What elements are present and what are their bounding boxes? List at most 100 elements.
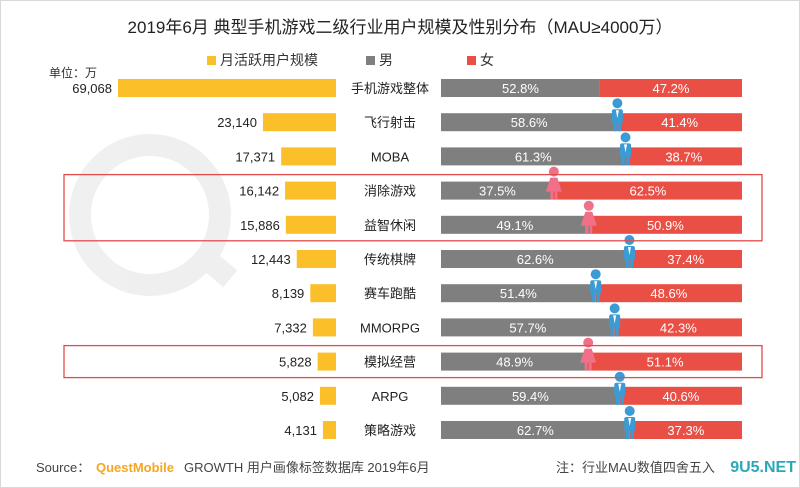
mau-bar-1 bbox=[262, 113, 336, 132]
male-person-icon-5 bbox=[623, 235, 635, 268]
footnote: 注：行业MAU数值四舍五入 bbox=[556, 460, 715, 475]
female-bar-6 bbox=[595, 284, 742, 303]
female-pct-label-0: 47.2% bbox=[653, 81, 690, 96]
category-label-0: 手机游戏整体 bbox=[351, 81, 429, 96]
category-label-1: 飞行射击 bbox=[364, 115, 416, 130]
female-pct-label-6: 48.6% bbox=[650, 286, 687, 301]
highlight-boxes bbox=[63, 173, 763, 379]
mau-bar-5 bbox=[296, 250, 336, 268]
female-pct-label-3: 62.5% bbox=[630, 184, 667, 199]
female-bar-7 bbox=[614, 318, 742, 337]
male-bar-1 bbox=[441, 113, 618, 132]
male-pct-label-10: 62.7% bbox=[517, 423, 554, 438]
male-person-icon-1 bbox=[611, 98, 623, 132]
legend-swatch-0 bbox=[207, 56, 216, 65]
mau-label-10: 4,131 bbox=[284, 423, 317, 438]
female-bar-8 bbox=[588, 352, 742, 371]
mau-bar-9 bbox=[319, 386, 336, 405]
source-prefix: Source： bbox=[36, 460, 90, 475]
mau-bar-10 bbox=[322, 421, 336, 439]
male-person-icon-2 bbox=[620, 132, 632, 166]
category-label-9: ARPG bbox=[372, 389, 409, 404]
mau-bar-7 bbox=[312, 318, 336, 337]
mau-label-8: 5,828 bbox=[279, 355, 312, 370]
highlight-box-1 bbox=[63, 344, 763, 379]
male-pct-label-3: 37.5% bbox=[479, 184, 516, 199]
mau-bar-6 bbox=[310, 284, 336, 303]
female-bar-3 bbox=[553, 181, 742, 200]
male-pct-label-0: 52.8% bbox=[502, 81, 539, 96]
watermark-logo bbox=[69, 134, 238, 296]
male-bar-2 bbox=[441, 147, 626, 166]
male-bar-6 bbox=[441, 284, 596, 303]
chart-title: 2019年6月 典型手机游戏二级行业用户规模及性别分布（MAU≥4000万） bbox=[128, 18, 673, 37]
male-pct-label-5: 62.6% bbox=[517, 252, 554, 267]
female-bar-0 bbox=[599, 79, 742, 97]
category-label-5: 传统棋牌 bbox=[364, 252, 416, 267]
highlight-box-0 bbox=[63, 173, 763, 242]
male-pct-label-7: 57.7% bbox=[509, 320, 546, 335]
legend-swatch-2 bbox=[467, 56, 476, 65]
male-bar-0 bbox=[441, 79, 600, 97]
female-pct-label-2: 38.7% bbox=[665, 149, 702, 164]
male-person-icon-7 bbox=[609, 303, 621, 337]
male-person-icon-10 bbox=[624, 406, 636, 439]
mau-label-1: 23,140 bbox=[217, 115, 257, 130]
row-1: 23,140 飞行射击 58.6% 41.4% bbox=[217, 98, 742, 132]
female-pct-label-1: 41.4% bbox=[661, 115, 698, 130]
female-bar-2 bbox=[625, 147, 742, 166]
male-pct-label-8: 48.9% bbox=[496, 355, 533, 370]
row-5: 12,443 传统棋牌 62.6% 37.4% bbox=[251, 235, 742, 268]
mau-label-4: 15,886 bbox=[240, 218, 280, 233]
male-pct-label-1: 58.6% bbox=[511, 115, 548, 130]
male-person-icon-6 bbox=[590, 269, 602, 303]
row-9: 5,082 ARPG 59.4% 40.6% bbox=[281, 371, 742, 405]
mau-bar-3 bbox=[285, 181, 336, 200]
male-bar-3 bbox=[441, 181, 554, 200]
male-bar-5 bbox=[441, 250, 630, 268]
mau-bar-4 bbox=[285, 215, 336, 234]
female-pct-label-8: 51.1% bbox=[647, 355, 684, 370]
female-bar-10 bbox=[629, 421, 742, 439]
mau-label-5: 12,443 bbox=[251, 252, 291, 267]
mau-bar-0 bbox=[118, 79, 336, 97]
mau-bar-2 bbox=[281, 147, 336, 166]
legend-swatch-1 bbox=[366, 56, 375, 65]
female-pct-label-4: 50.9% bbox=[647, 218, 684, 233]
row-10: 4,131 策略游戏 62.7% 37.3% bbox=[284, 406, 742, 439]
female-bar-9 bbox=[619, 386, 742, 405]
category-label-10: 策略游戏 bbox=[364, 423, 416, 438]
mau-label-0: 69,068 bbox=[72, 81, 112, 96]
mau-label-6: 8,139 bbox=[272, 286, 305, 301]
legend: 月活跃用户规模 男 女 bbox=[207, 52, 494, 68]
category-label-4: 益智休闲 bbox=[364, 218, 416, 233]
row-6: 8,139 赛车跑酷 51.4% 48.6% bbox=[272, 269, 742, 303]
mau-label-2: 17,371 bbox=[235, 149, 275, 164]
unit-label: 单位：万 bbox=[49, 65, 97, 80]
female-bar-5 bbox=[629, 250, 742, 268]
legend-label-0: 月活跃用户规模 bbox=[220, 52, 318, 68]
female-person-icon-4 bbox=[580, 200, 597, 234]
female-pct-label-5: 37.4% bbox=[667, 252, 704, 267]
row-2: 17,371 MOBA 61.3% 38.7% bbox=[235, 132, 742, 166]
male-bar-9 bbox=[441, 386, 620, 405]
source-suffix: GROWTH 用户画像标签数据库 2019年6月 bbox=[184, 460, 430, 475]
mau-bar-8 bbox=[317, 352, 336, 371]
mau-label-9: 5,082 bbox=[281, 389, 314, 404]
row-7: 7,332 MMORPG 57.7% 42.3% bbox=[274, 303, 742, 337]
male-pct-label-4: 49.1% bbox=[496, 218, 533, 233]
male-bar-7 bbox=[441, 318, 615, 337]
male-pct-label-9: 59.4% bbox=[512, 389, 549, 404]
row-4: 15,886 益智休闲 49.1% 50.9% bbox=[240, 200, 742, 234]
male-bar-8 bbox=[441, 352, 589, 371]
row-8: 5,828 模拟经营 48.9% 51.1% bbox=[279, 337, 742, 371]
category-label-2: MOBA bbox=[371, 149, 410, 164]
female-pct-label-10: 37.3% bbox=[667, 423, 704, 438]
female-pct-label-7: 42.3% bbox=[660, 320, 697, 335]
category-label-7: MMORPG bbox=[360, 320, 420, 335]
chart-rows: 69,068 手机游戏整体 52.8% 47.2% 23,140 飞行射击 58.6% 41.… bbox=[72, 79, 742, 439]
female-bar-4 bbox=[588, 215, 742, 234]
female-bar-1 bbox=[617, 113, 742, 132]
